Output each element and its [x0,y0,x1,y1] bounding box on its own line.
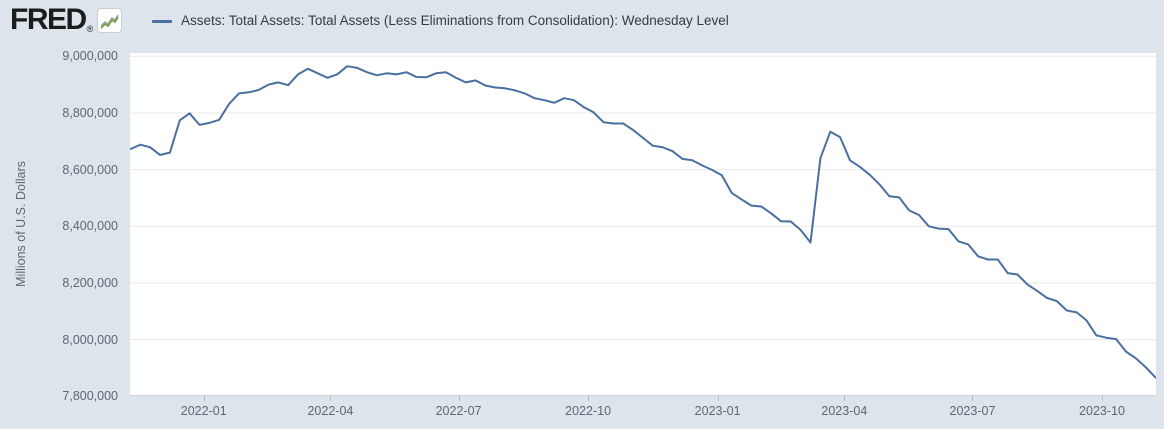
chart-header: FRED ® Assets: Total Assets: Total Asset… [0,0,1164,42]
chart-canvas [130,55,1156,379]
y-tick-label: 8,400,000 [62,219,118,234]
x-tick-mark [588,395,590,401]
fred-logo-text: FRED [10,3,87,36]
x-tick-mark [972,395,974,401]
x-tick-label: 2023-07 [949,404,996,418]
x-tick-mark [1101,395,1103,401]
y-tick-label: 9,000,000 [62,49,118,64]
x-tick-label: 2023-04 [821,404,868,418]
registered-trademark: ® [86,24,94,34]
x-tick-label: 2022-10 [565,404,612,418]
x-tick-label: 2022-07 [435,404,482,418]
x-tick-mark [203,395,205,401]
fred-logo[interactable]: FRED ® [10,3,123,37]
series-color-dash-icon [152,19,172,23]
y-tick-label: 8,200,000 [62,275,118,290]
x-tick-label: 2023-10 [1079,404,1125,418]
x-tick-mark [717,395,719,401]
plot-area [130,53,1156,396]
y-tick-label: 7,800,000 [62,389,118,404]
series-title: Assets: Total Assets: Total Assets (Less… [181,13,729,28]
x-tick-label: 2022-01 [180,404,227,418]
y-tick-label: 8,600,000 [62,162,118,177]
x-tick-mark [330,395,332,401]
x-tick-mark [458,395,460,401]
y-tick-label: 8,000,000 [62,332,118,347]
legend: Assets: Total Assets: Total Assets (Less… [152,0,729,42]
x-tick-label: 2022-04 [307,404,354,418]
y-tick-label: 8,800,000 [62,105,118,120]
x-tick-label: 2023-01 [694,404,741,418]
fred-sparkline-icon [97,7,123,33]
x-tick-mark [844,395,846,401]
data-line-total-assets [130,65,1156,379]
